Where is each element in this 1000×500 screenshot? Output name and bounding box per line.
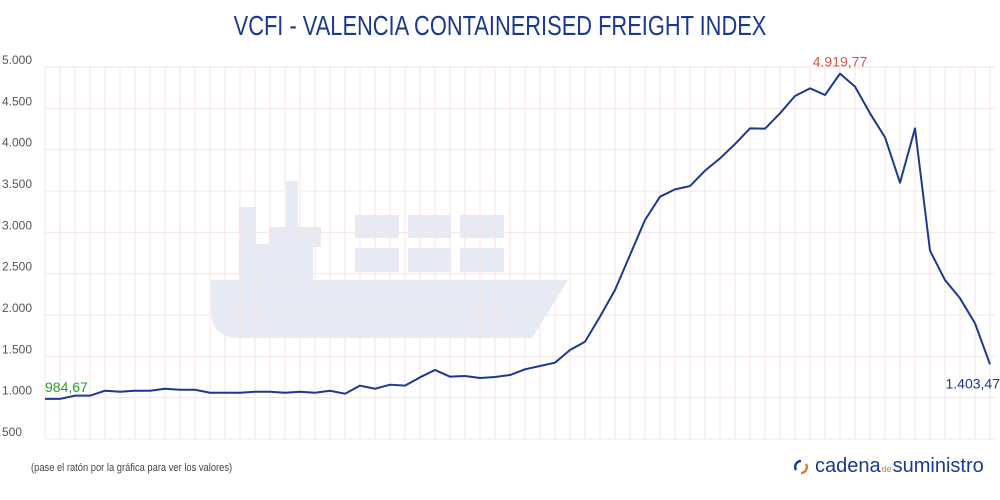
data-point[interactable]: [670, 184, 680, 194]
data-point[interactable]: [145, 386, 155, 396]
series-line[interactable]: [44, 72, 991, 400]
data-point[interactable]: [400, 381, 410, 391]
data-point[interactable]: [910, 123, 920, 133]
data-point[interactable]: [565, 345, 575, 355]
data-point[interactable]: [445, 372, 455, 382]
data-point[interactable]: [700, 166, 710, 176]
data-point[interactable]: [265, 387, 275, 397]
data-point[interactable]: [775, 108, 785, 118]
data-point[interactable]: [820, 90, 830, 100]
max-value-label: 4.919,77: [813, 54, 868, 70]
data-point[interactable]: [310, 388, 320, 398]
data-point[interactable]: [745, 123, 755, 133]
data-point[interactable]: [760, 124, 770, 134]
start-value-label: 984,67: [45, 379, 88, 395]
data-point[interactable]: [580, 337, 590, 347]
data-point[interactable]: [115, 387, 125, 397]
data-point[interactable]: [235, 388, 245, 398]
data-point[interactable]: [610, 285, 620, 295]
data-point[interactable]: [970, 318, 980, 328]
data-point[interactable]: [460, 371, 470, 381]
data-point[interactable]: [205, 388, 215, 398]
y-tick-label: 2.500: [2, 260, 32, 274]
data-point[interactable]: [325, 386, 335, 396]
y-tick-label: 5.000: [2, 53, 32, 67]
data-point[interactable]: [355, 381, 365, 391]
data-point[interactable]: [865, 108, 875, 118]
data-point[interactable]: [160, 384, 170, 394]
data-point[interactable]: [40, 394, 50, 404]
data-point[interactable]: [475, 373, 485, 383]
y-tick-label: 1.500: [2, 342, 32, 356]
data-point[interactable]: [370, 384, 380, 394]
data-point[interactable]: [715, 153, 725, 163]
last-value-label: 1.403,47: [946, 375, 1000, 391]
y-tick-label: 1.000: [2, 384, 32, 398]
data-point[interactable]: [505, 370, 515, 380]
y-axis: 500 1.000 1.500 2.000 2.500 3.000 3.500 4.000 4.…: [2, 53, 32, 439]
data-point[interactable]: [175, 385, 185, 395]
data-point[interactable]: [295, 387, 305, 397]
data-point[interactable]: [55, 394, 65, 404]
data-point[interactable]: [490, 372, 500, 382]
data-point[interactable]: [100, 386, 110, 396]
data-point[interactable]: [835, 69, 845, 79]
data-point[interactable]: [415, 372, 425, 382]
logo-icon: [794, 459, 808, 474]
grid: [44, 66, 995, 440]
logo-text-cadena: cadena: [815, 455, 881, 477]
data-point[interactable]: [685, 181, 695, 191]
y-tick-label: 500: [2, 425, 22, 439]
data-point[interactable]: [385, 380, 395, 390]
y-tick-label: 2.000: [2, 301, 32, 315]
data-point[interactable]: [250, 387, 260, 397]
data-point[interactable]: [955, 293, 965, 303]
data-point[interactable]: [655, 192, 665, 202]
data-point[interactable]: [535, 361, 545, 371]
data-point[interactable]: [925, 246, 935, 256]
y-tick-label: 4.500: [2, 94, 32, 108]
data-point[interactable]: [640, 215, 650, 225]
data-point[interactable]: [520, 364, 530, 374]
y-tick-label: 3.500: [2, 177, 32, 191]
hover-hint: (pase el ratón por la gráfica para ver l…: [31, 462, 233, 474]
data-point[interactable]: [190, 385, 200, 395]
data-point[interactable]: [730, 139, 740, 149]
data-point[interactable]: [220, 388, 230, 398]
data-point[interactable]: [880, 132, 890, 142]
data-point[interactable]: [895, 178, 905, 188]
data-point[interactable]: [130, 386, 140, 396]
data-point[interactable]: [550, 358, 560, 368]
brand-logo: cadena de suministro: [793, 455, 984, 478]
y-tick-label: 4.000: [2, 136, 32, 150]
data-point[interactable]: [280, 388, 290, 398]
logo-text-de: de: [881, 464, 892, 474]
data-point[interactable]: [985, 359, 995, 369]
data-point[interactable]: [595, 312, 605, 322]
data-point[interactable]: [340, 389, 350, 399]
data-point[interactable]: [625, 250, 635, 260]
chart-title: VCFI - VALENCIA CONTAINERISED FREIGHT IN…: [233, 10, 767, 41]
data-point[interactable]: [940, 275, 950, 285]
data-point[interactable]: [850, 82, 860, 92]
y-tick-label: 3.000: [2, 218, 32, 232]
data-point[interactable]: [805, 83, 815, 93]
data-point[interactable]: [430, 365, 440, 375]
data-point[interactable]: [790, 91, 800, 101]
logo-text-suministro: suministro: [892, 455, 984, 477]
